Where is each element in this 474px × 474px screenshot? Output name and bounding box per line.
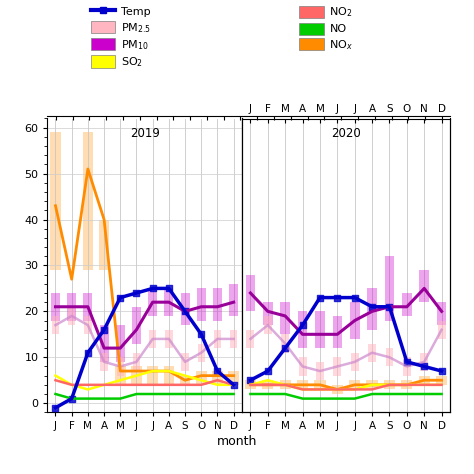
Text: 2019: 2019 bbox=[129, 128, 160, 140]
Point bbox=[316, 294, 324, 301]
Bar bbox=[131, 366, 142, 385]
Bar bbox=[100, 353, 108, 371]
Bar bbox=[82, 132, 93, 270]
Bar bbox=[402, 293, 411, 316]
Bar bbox=[100, 325, 109, 362]
Bar bbox=[385, 348, 393, 366]
Bar bbox=[230, 330, 237, 348]
Point bbox=[230, 381, 237, 389]
Bar bbox=[299, 357, 307, 375]
Point bbox=[181, 308, 189, 315]
Bar bbox=[198, 344, 205, 362]
Point bbox=[117, 294, 124, 301]
Text: 2020: 2020 bbox=[331, 128, 361, 140]
Bar bbox=[281, 302, 290, 334]
Legend: NO$_2$, NO, NO$_x$: NO$_2$, NO, NO$_x$ bbox=[300, 6, 353, 52]
Bar bbox=[164, 288, 173, 316]
Bar bbox=[212, 371, 223, 385]
Bar bbox=[83, 293, 92, 320]
Bar bbox=[115, 366, 126, 385]
Bar bbox=[436, 375, 447, 385]
Bar bbox=[351, 353, 359, 371]
Bar bbox=[99, 219, 109, 270]
Bar bbox=[228, 371, 239, 385]
Bar bbox=[419, 375, 430, 385]
Bar bbox=[280, 380, 291, 390]
Bar bbox=[117, 357, 124, 375]
Bar bbox=[51, 293, 60, 320]
Bar bbox=[315, 311, 325, 348]
Bar bbox=[133, 353, 140, 371]
Bar bbox=[401, 380, 412, 390]
Point bbox=[438, 367, 446, 375]
Point bbox=[84, 349, 91, 356]
Point bbox=[198, 330, 205, 338]
Point bbox=[149, 284, 156, 292]
Bar bbox=[197, 288, 206, 320]
Bar bbox=[50, 132, 61, 270]
Bar bbox=[366, 380, 378, 390]
Point bbox=[386, 303, 393, 310]
Point bbox=[282, 344, 289, 352]
Bar bbox=[68, 307, 75, 325]
Point bbox=[264, 367, 272, 375]
Bar bbox=[332, 385, 343, 394]
Text: month: month bbox=[217, 435, 257, 448]
Bar bbox=[316, 362, 324, 380]
Bar bbox=[180, 375, 191, 385]
Point bbox=[133, 289, 140, 297]
Point bbox=[68, 395, 75, 402]
Bar bbox=[385, 256, 394, 320]
Bar bbox=[262, 380, 273, 390]
Bar bbox=[384, 380, 395, 390]
Bar bbox=[182, 353, 189, 371]
Bar bbox=[245, 380, 256, 390]
Point bbox=[299, 321, 306, 329]
Bar bbox=[165, 330, 173, 348]
Bar bbox=[84, 316, 91, 334]
Point bbox=[214, 367, 221, 375]
Bar bbox=[438, 320, 446, 339]
Bar bbox=[333, 316, 342, 348]
Bar bbox=[196, 371, 207, 385]
Bar bbox=[419, 270, 429, 302]
Bar bbox=[349, 380, 360, 390]
Bar bbox=[181, 293, 190, 325]
Bar bbox=[246, 274, 255, 311]
Bar bbox=[263, 302, 273, 325]
Point bbox=[165, 284, 173, 292]
Bar bbox=[437, 302, 447, 325]
Bar bbox=[214, 330, 221, 348]
Bar bbox=[52, 316, 59, 334]
Bar bbox=[229, 284, 238, 316]
Point bbox=[420, 363, 428, 370]
Bar bbox=[281, 334, 289, 353]
Bar bbox=[149, 330, 156, 348]
Point bbox=[403, 358, 410, 365]
Bar bbox=[367, 288, 377, 330]
Bar bbox=[297, 380, 308, 390]
Bar bbox=[403, 357, 411, 375]
Bar bbox=[132, 307, 141, 344]
Bar bbox=[333, 357, 341, 375]
Point bbox=[246, 376, 254, 384]
Bar bbox=[420, 353, 428, 371]
Point bbox=[52, 404, 59, 411]
Point bbox=[368, 303, 376, 310]
Bar bbox=[246, 330, 255, 348]
Bar bbox=[368, 344, 376, 362]
Bar bbox=[67, 293, 76, 320]
Bar bbox=[314, 380, 326, 390]
Bar bbox=[116, 325, 125, 362]
Bar bbox=[148, 288, 157, 316]
Bar bbox=[298, 311, 307, 348]
Bar bbox=[164, 366, 174, 385]
Point bbox=[334, 294, 341, 301]
Bar bbox=[147, 366, 158, 385]
Point bbox=[351, 294, 358, 301]
Point bbox=[100, 326, 108, 334]
Bar bbox=[213, 288, 222, 320]
Bar bbox=[350, 302, 359, 339]
Bar bbox=[264, 316, 272, 334]
